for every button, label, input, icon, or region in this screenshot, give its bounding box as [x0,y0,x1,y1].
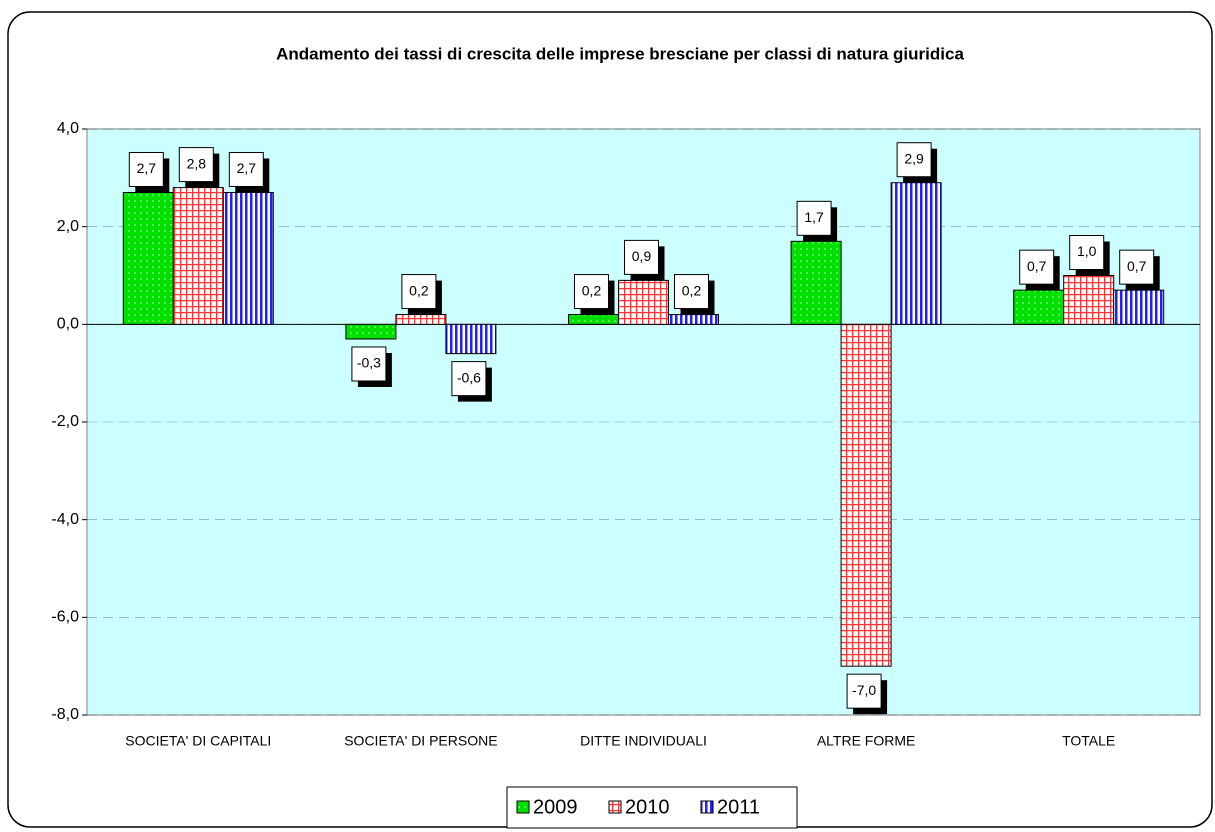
x-tick-label: ALTRE FORME [817,733,916,749]
data-label: 1,7 [804,209,824,225]
label-box [674,274,709,310]
y-tick-label: 0,0 [57,316,79,333]
bar [1013,289,1065,325]
x-tick-label: SOCIETA' DI CAPITALI [125,733,271,749]
bar [840,323,892,667]
label-box [451,361,487,397]
label-box [624,239,659,275]
y-tick-label: -6,0 [51,609,79,626]
data-label: 2,8 [187,155,207,171]
bar [172,187,224,325]
legend-label: 2011 [717,796,760,818]
y-tick-label: 2,0 [57,218,79,235]
y-tick-label: -8,0 [51,706,79,723]
data-label: 0,9 [632,248,652,264]
bar [568,314,619,325]
label-box [128,151,164,187]
bar [395,314,447,325]
label-box [1119,249,1155,285]
y-tick-label: 4,0 [57,120,79,137]
y-tick-label: -2,0 [51,413,79,430]
legend-label: 2010 [625,796,670,818]
label-box [574,274,609,310]
data-label: 2,7 [137,160,157,176]
bar [345,323,397,340]
bar [668,314,719,325]
data-label: -0,6 [457,369,481,385]
label-box [1019,249,1055,285]
bar [790,240,842,325]
x-tick-label: SOCIETA' DI PERSONE [344,733,497,749]
bar [122,191,174,325]
data-label: -7,0 [852,682,876,698]
legend-label: 2009 [533,796,578,818]
data-label: 1,0 [1077,243,1097,259]
label-box [178,147,214,183]
label-box [401,274,437,310]
data-label: -0,3 [357,355,381,371]
legend-swatch [608,800,622,814]
label-box [228,151,264,187]
bar [890,182,942,325]
bar [1063,275,1115,325]
y-tick-label: -4,0 [51,511,79,528]
bar [1113,289,1165,325]
x-tick-label: TOTALE [1062,733,1115,749]
data-label: 2,7 [237,160,257,176]
x-tick-label: DITTE INDIVIDUALI [580,733,707,749]
bar [222,191,274,325]
label-box [846,673,882,709]
bar [445,323,497,355]
label-box [796,200,832,236]
data-label: 2,9 [904,150,924,166]
legend-swatch [700,800,714,814]
legend-swatch [516,800,530,814]
data-label: 0,2 [409,282,429,298]
data-label: 0,7 [1027,258,1047,274]
label-box [896,142,932,178]
bar [618,279,669,325]
data-label: 0,2 [682,282,702,298]
legend [506,786,798,829]
data-label: 0,7 [1127,258,1147,274]
label-box [351,346,387,382]
data-label: 0,2 [582,282,602,298]
chart-title: Andamento dei tassi di crescita delle im… [276,44,964,63]
label-box [1069,235,1105,270]
